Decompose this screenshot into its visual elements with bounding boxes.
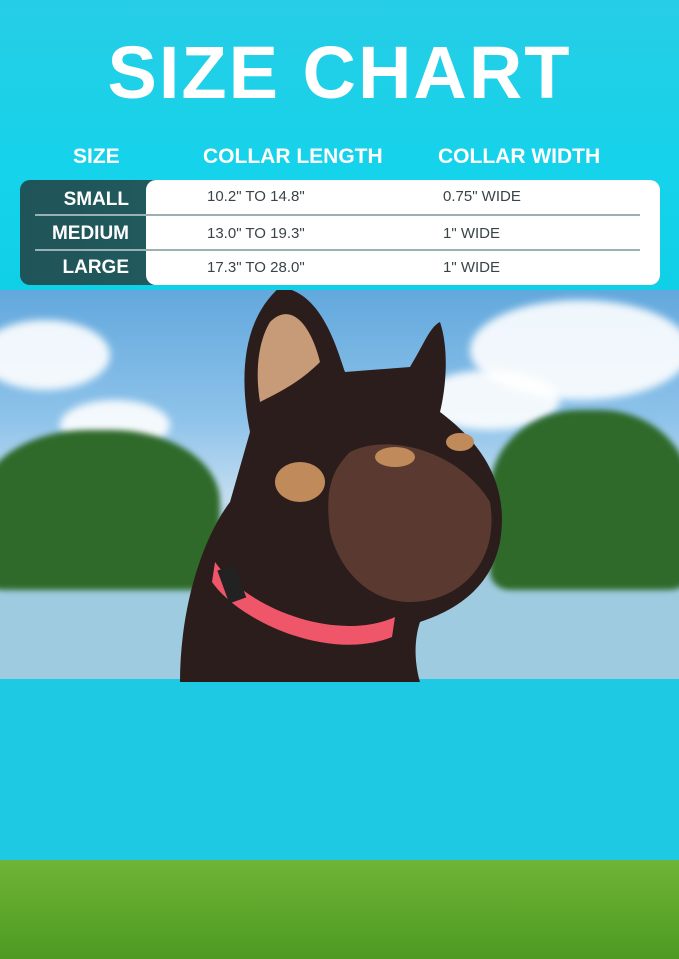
size-small: SMALL [63,189,129,210]
header-size: SIZE [73,145,120,168]
width-medium: 1" WIDE [443,225,500,242]
length-small: 10.2" TO 14.8" [207,188,305,205]
header-collar-width: COLLAR WIDTH [438,145,601,168]
length-medium: 13.0" TO 19.3" [207,225,305,242]
size-medium: MEDIUM [51,223,129,244]
width-small: 0.75" WIDE [443,188,521,205]
size-large: LARGE [62,257,130,278]
length-large: 17.3" TO 28.0" [207,259,305,276]
french-bulldog [180,287,502,682]
width-large: 1" WIDE [443,259,500,276]
row-divider [35,249,640,251]
row-divider [35,214,640,216]
size-table [146,180,660,285]
page-title: SIZE CHART [107,31,572,114]
header-collar-length: COLLAR LENGTH [203,145,383,168]
